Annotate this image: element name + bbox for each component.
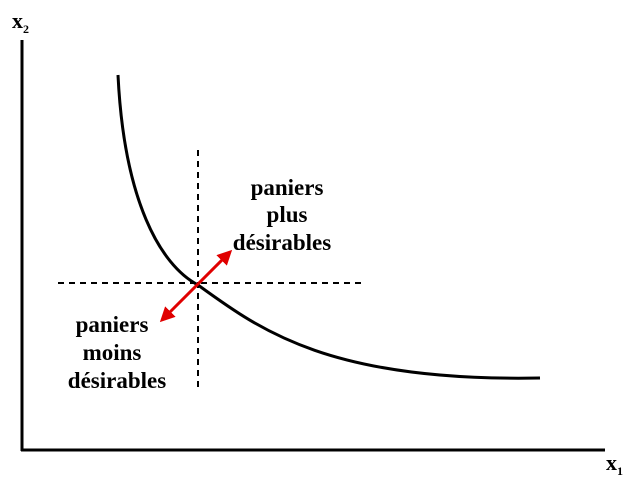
less-label: moins	[83, 340, 142, 365]
y-axis-label: x2	[12, 8, 29, 36]
x-axis-label: x1	[606, 450, 623, 477]
indifference-curve	[116, 74, 541, 380]
more-label: plus	[267, 202, 308, 227]
more-label: désirables	[233, 230, 331, 255]
less-label: désirables	[68, 368, 166, 393]
less-label: paniers	[76, 312, 149, 337]
preference-arrow	[159, 249, 233, 323]
more-label: paniers	[251, 175, 324, 200]
